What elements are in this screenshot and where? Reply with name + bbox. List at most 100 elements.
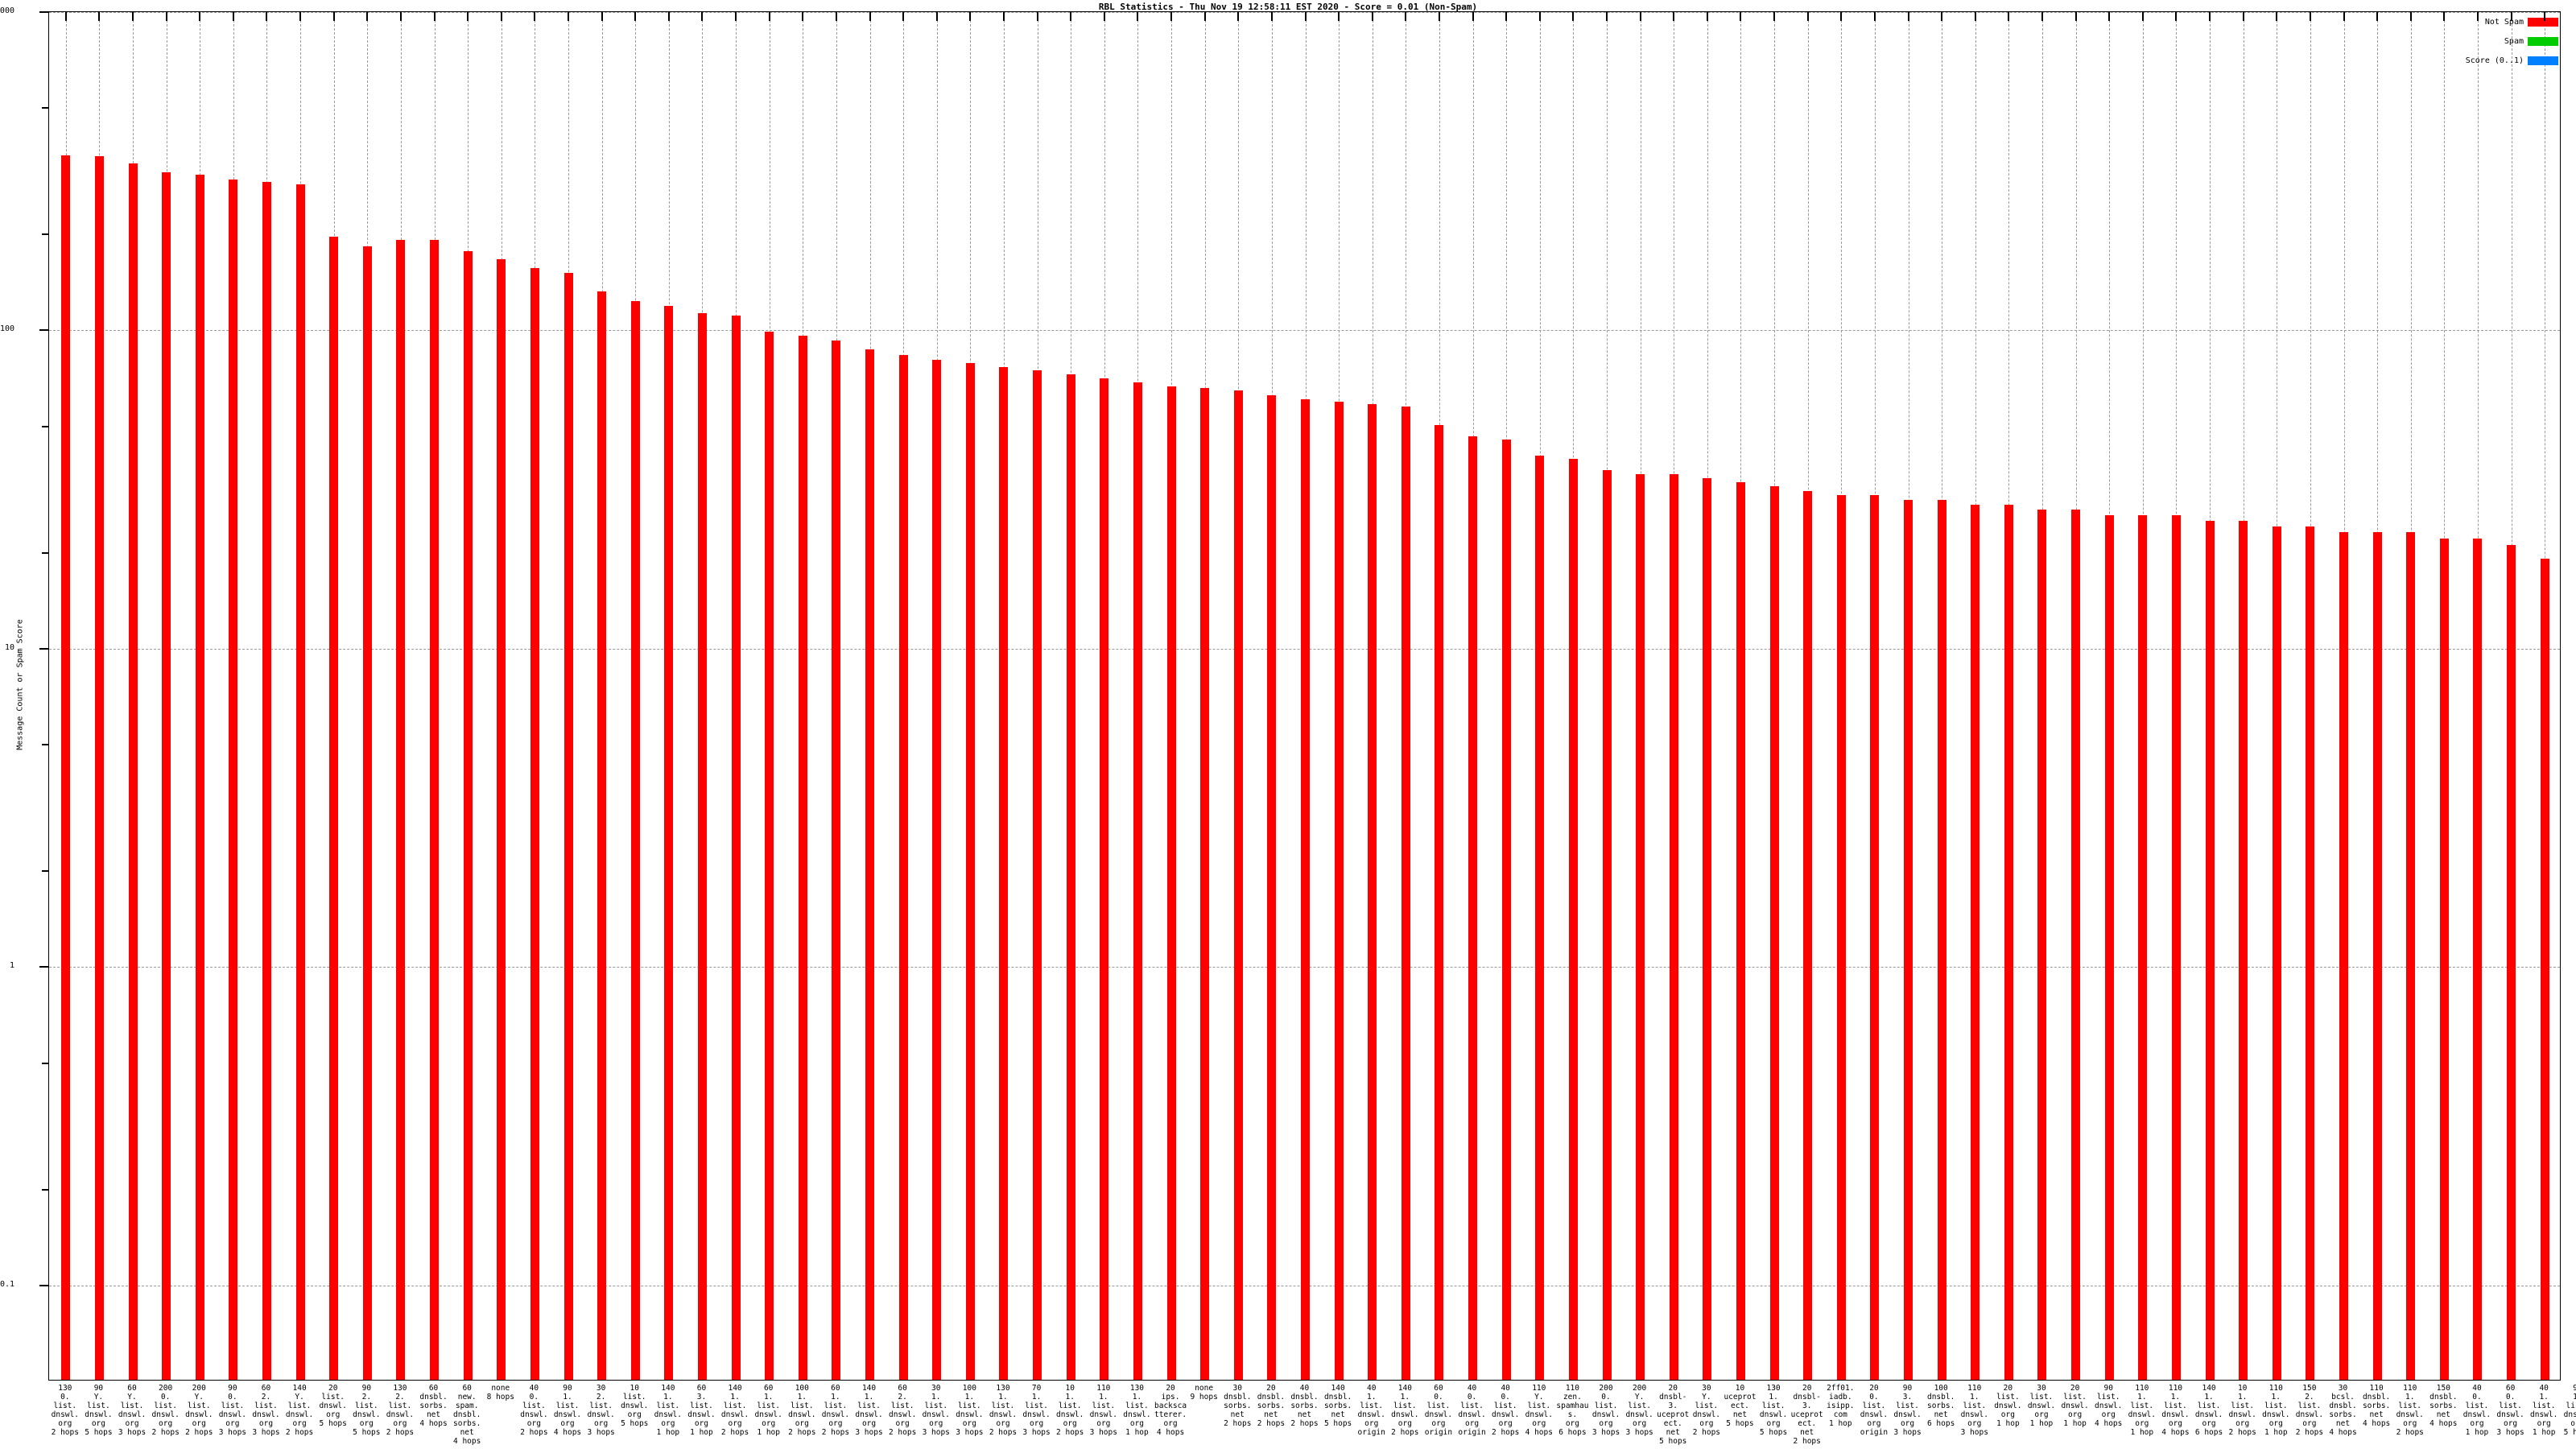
x-axis-tick <box>869 11 871 21</box>
x-axis-label: 100 1. list. dnswl. org 2 hops <box>788 1384 816 1437</box>
x-axis-tick <box>1305 11 1307 21</box>
x-axis-tick <box>2477 11 2479 21</box>
x-axis-label: 70 1. list. dnswl. org 3 hops <box>1022 1384 1051 1437</box>
y-axis-tick-minor <box>42 1188 48 1191</box>
x-axis-tick <box>2544 11 2545 21</box>
x-axis-tick <box>634 11 636 21</box>
x-axis-label: 60 0. list. dnswl. org origin <box>1424 1384 1453 1437</box>
bar <box>464 251 473 1380</box>
x-axis-tick <box>1606 11 1608 21</box>
bar <box>2071 510 2080 1380</box>
bar <box>1402 407 1410 1380</box>
bar <box>2239 520 2248 1380</box>
x-axis-label: 150 2. list. dnswl. org 2 hops <box>2295 1384 2324 1437</box>
bar <box>1670 473 1678 1380</box>
bar <box>95 156 104 1380</box>
x-axis-tick <box>199 11 200 21</box>
x-axis-tick <box>2410 11 2412 21</box>
legend-item: Spam <box>2413 32 2558 50</box>
x-axis-tick <box>2209 11 2211 21</box>
x-axis-label: 30 list. dnswl. org 1 hop <box>2027 1384 2056 1428</box>
x-axis-label: 200 0. list. dnswl. org 3 hops <box>1591 1384 1620 1437</box>
x-axis-label: 40 1. list. dnswl. org origin <box>1357 1384 1385 1437</box>
y-axis-tick-major <box>39 329 48 332</box>
x-axis-tick <box>1003 11 1005 21</box>
bar <box>1234 390 1243 1380</box>
y-axis-tick-minor <box>42 425 48 427</box>
x-axis-label: 20 list. dnswl. org 1 hop <box>1994 1384 2022 1428</box>
chart-legend: Not Spam Spam Score (0..1) <box>2413 13 2558 71</box>
x-axis-tick <box>1539 11 1541 21</box>
bar <box>1502 439 1511 1380</box>
bar <box>765 331 774 1380</box>
x-axis-label: 110 1. list. dnswl. org 4 hops <box>2161 1384 2190 1437</box>
bar <box>1468 436 1477 1380</box>
plot-inner <box>49 12 2560 1380</box>
x-axis-label: 140 1. list. dnswl. org 2 hops <box>720 1384 749 1437</box>
bar <box>2138 514 2147 1380</box>
bar <box>2206 520 2215 1380</box>
x-axis-label: 90 list. dnswl. org 4 hops <box>2095 1384 2123 1428</box>
y-axis-tick-minor <box>42 870 48 873</box>
bar <box>129 163 138 1380</box>
y-axis-tick-minor <box>42 233 48 236</box>
x-axis-label: 30 bcsl. dnsbl. sorbs. net 4 hops <box>2329 1384 2357 1437</box>
x-axis-tick <box>836 11 837 21</box>
x-axis-label: 140 dnsbl. sorbs. net 5 hops <box>1323 1384 1352 1428</box>
bar <box>2105 514 2114 1380</box>
x-axis-label: 20 list. dnswl. org 5 hops <box>319 1384 347 1428</box>
x-axis-label: 40 0. list. dnswl. org origin <box>1458 1384 1486 1437</box>
bar <box>1870 495 1879 1380</box>
bar <box>2339 531 2348 1380</box>
x-axis-tick <box>1137 11 1138 21</box>
x-axis-tick <box>2041 11 2043 21</box>
bar <box>1033 370 1042 1380</box>
x-axis-label: 200 Y. list. dnswl. org 3 hops <box>1625 1384 1653 1437</box>
gridline-horizontal <box>49 330 2560 332</box>
y-axis-tick-major <box>39 11 48 13</box>
x-axis-tick <box>1505 11 1507 21</box>
bar <box>1267 394 1276 1380</box>
x-axis-label: 20 ips. backscatterer. org 4 hops <box>1154 1384 1187 1437</box>
bar <box>1770 486 1779 1380</box>
x-axis-tick <box>2443 11 2445 21</box>
bar <box>61 155 70 1380</box>
y-axis-tick-major <box>39 1284 48 1286</box>
x-axis-label: 130 1. list. dnswl. org 5 hops <box>1759 1384 1788 1437</box>
bar <box>196 174 204 1380</box>
y-axis-tick-minor <box>42 551 48 554</box>
x-axis-label: 140 1. list. dnswl. org 3 hops <box>855 1384 883 1437</box>
x-axis-label: 110 zen. spamhaus. org 6 hops <box>1556 1384 1589 1437</box>
bar <box>329 236 338 1380</box>
bar <box>1736 481 1745 1380</box>
bar <box>732 316 741 1380</box>
x-axis-label: 130 0. list. dnswl. org 2 hops <box>51 1384 79 1437</box>
x-axis-tick <box>333 11 335 21</box>
x-axis-label: 140 1. list. dnswl. org 6 hops <box>2194 1384 2223 1437</box>
x-axis-label: 130 1. list. dnswl. org 1 hop <box>1123 1384 1151 1437</box>
bar <box>2541 558 2549 1380</box>
x-axis-tick <box>1640 11 1641 21</box>
x-axis-tick <box>2276 11 2277 21</box>
bar <box>1133 382 1142 1380</box>
x-axis-label: 90 2. list. dnswl. org 5 hops <box>353 1384 381 1437</box>
legend-item: Not Spam <box>2413 13 2558 31</box>
x-axis-tick <box>1807 11 1809 21</box>
bar <box>932 359 941 1380</box>
x-axis-tick <box>2175 11 2177 21</box>
x-axis-label: 10 1. list. dnswl. org 2 hops <box>2228 1384 2256 1437</box>
bar <box>999 366 1008 1380</box>
x-axis-tick <box>769 11 770 21</box>
plot-area <box>48 11 2561 1381</box>
x-axis-tick <box>1975 11 1976 21</box>
bar <box>597 291 606 1380</box>
y-axis-tick-label: 0.1 <box>0 1279 14 1289</box>
x-axis-label: 60 dnsbl. sorbs. net 4 hops <box>419 1384 448 1428</box>
x-axis-label: 110 1. list. dnswl. org 1 hop <box>2128 1384 2156 1437</box>
x-axis-tick <box>1840 11 1842 21</box>
bar <box>564 272 573 1380</box>
bar <box>832 340 840 1380</box>
x-axis-tick <box>1773 11 1775 21</box>
x-axis-label: 110 1. list. dnswl. org 2 hops <box>2396 1384 2424 1437</box>
bar <box>1837 495 1846 1380</box>
